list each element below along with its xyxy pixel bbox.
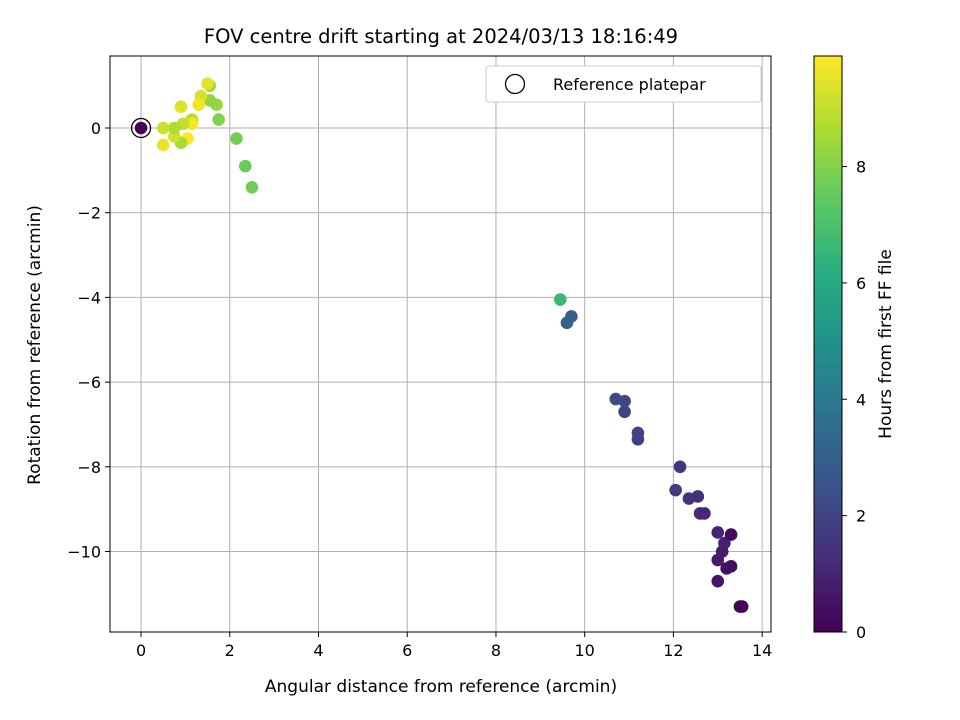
data-point [212,113,225,126]
data-point [230,132,243,145]
grid [110,56,771,632]
data-point [560,316,574,330]
data-point [724,528,738,541]
data-point [156,138,170,152]
x-axis-label: Angular distance from reference (arcmin) [265,677,617,697]
data-point [682,492,696,505]
data-point [245,180,259,194]
data-point [174,100,188,114]
axis-ticks: 0 2 4 6 8 10 12 14 0 −2 −4 −6 −8 −10 [67,119,772,660]
y-axis-label: Rotation from reference (arcmin) [25,205,45,485]
data-point [156,121,170,135]
y-tick-label: −6 [77,373,101,392]
colorbar: 0 2 4 6 8 Hours from first FF file [813,55,896,642]
y-tick-label: −8 [77,458,101,477]
data-point [711,526,725,539]
data-point [609,392,623,406]
legend-box [485,65,762,103]
data-point [553,293,567,306]
x-tick-label: 4 [313,641,323,660]
y-tick-label: 0 [91,119,101,138]
data-point [698,507,711,520]
data-point [724,560,738,573]
scatter-points [130,77,749,613]
x-tick-label: 6 [402,641,412,660]
data-point [192,98,206,112]
colorbar-tick-label: 4 [856,390,866,409]
data-point [185,117,199,131]
x-tick-label: 8 [491,641,501,660]
data-point [134,121,148,135]
data-point [669,483,682,497]
colorbar-ticks: 0 2 4 6 8 [842,158,866,642]
data-point [711,574,725,588]
y-tick-label: −10 [67,543,101,562]
legend-marker-reference [504,73,526,95]
x-tick-label: 2 [225,641,235,660]
x-tick-label: 14 [752,641,772,660]
data-point [673,460,687,474]
x-tick-label: 0 [136,641,146,660]
reference-platepar-marker [130,117,152,139]
data-point [168,121,181,135]
data-point [618,405,631,419]
data-point [201,77,214,90]
colorbar-tick-label: 2 [856,507,866,526]
data-point [718,536,731,550]
colorbar-label: Hours from first FF file [876,249,896,439]
colorbar-gradient [813,55,843,633]
data-point [733,600,747,613]
plot-frame [109,55,772,633]
colorbar-tick-label: 0 [856,623,866,642]
data-point [239,159,252,173]
data-point [631,426,645,440]
colorbar-tick-label: 6 [856,274,866,293]
colorbar-tick-label: 8 [856,158,866,177]
y-tick-label: −4 [77,288,101,307]
x-tick-label: 10 [574,641,594,660]
chart-title: FOV centre drift starting at 2024/03/13 … [204,25,678,48]
x-tick-label: 12 [663,641,683,660]
legend-label-reference: Reference platepar [553,75,706,94]
y-tick-label: −2 [77,204,101,223]
legend: Reference platepar [485,65,762,103]
